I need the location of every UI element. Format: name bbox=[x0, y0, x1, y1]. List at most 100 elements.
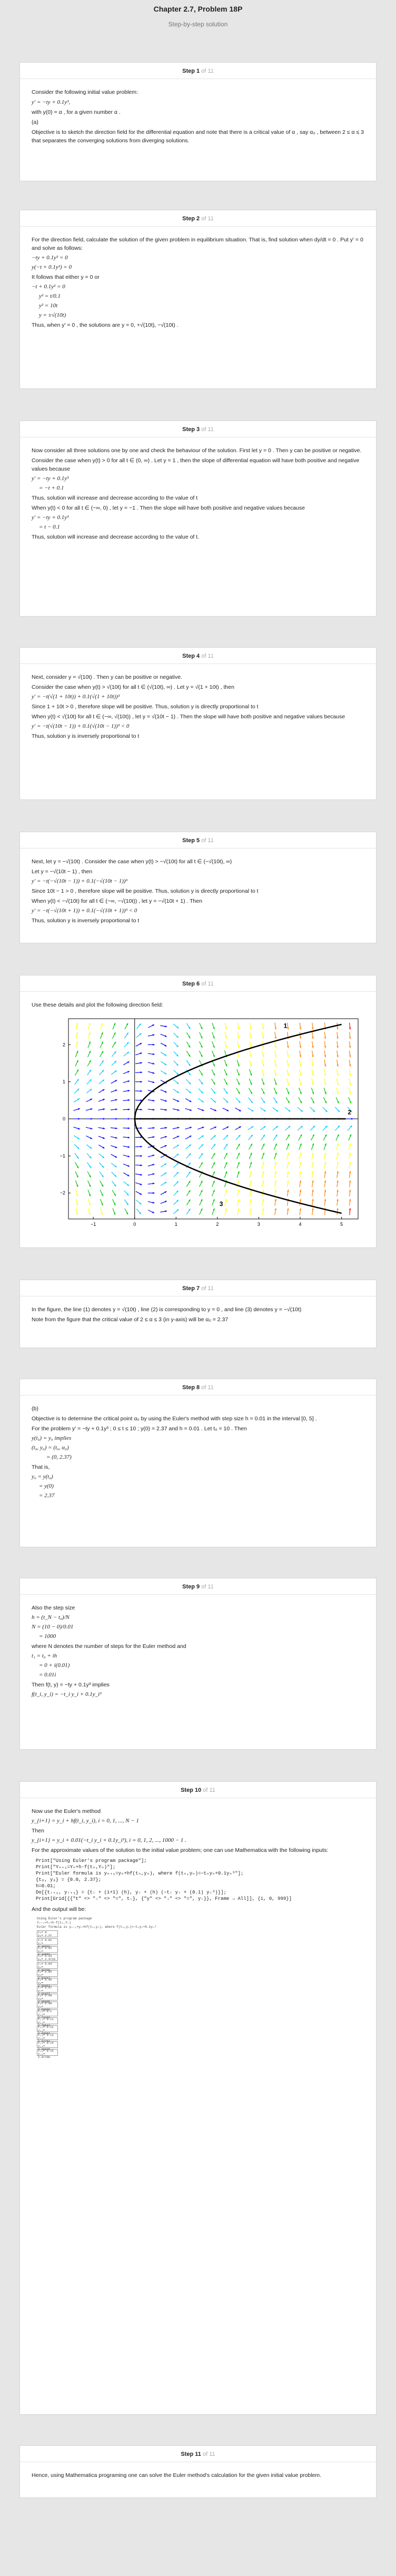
step-10-label: Step 10 bbox=[181, 1787, 202, 1793]
step-10-text-2: Then bbox=[32, 1828, 44, 1834]
field-arrowhead bbox=[189, 1135, 192, 1138]
field-arrowhead bbox=[312, 1037, 314, 1039]
field-arrowhead bbox=[324, 1153, 326, 1155]
step-7-text-2: Note from the figure that the critical v… bbox=[32, 1316, 229, 1323]
field-arrowhead bbox=[102, 1079, 104, 1082]
output-grid-box: t₁₅= 0.15 y₁₅= 2.97706 bbox=[37, 2049, 58, 2059]
output-grid-box: t₁₄= 0.14 y₁₄= 2.92628 bbox=[37, 2041, 58, 2051]
field-arrowhead bbox=[288, 1126, 291, 1128]
field-arrowhead bbox=[349, 1037, 351, 1039]
output-t-value: t₂= 0.02 bbox=[38, 1946, 52, 1950]
field-arrowhead bbox=[299, 1171, 302, 1174]
field-arrowhead bbox=[88, 1213, 91, 1215]
field-arrowhead bbox=[213, 1073, 215, 1076]
field-arrowhead bbox=[189, 1208, 191, 1211]
field-arrowhead bbox=[349, 1083, 351, 1085]
mathematica-output: Using Euler's program package Yₙ₊₁=Yₙ+h·… bbox=[37, 1917, 156, 2059]
field-arrowhead bbox=[152, 1024, 154, 1027]
output-t-value: t₉= 0.09 bbox=[38, 2002, 52, 2005]
field-arrowhead bbox=[275, 1153, 277, 1155]
field-arrowhead bbox=[114, 1051, 116, 1053]
field-arrowhead bbox=[152, 1136, 155, 1138]
field-arrowhead bbox=[214, 1109, 216, 1111]
output-y-value: y₁₅= 2.97706 bbox=[38, 2052, 51, 2059]
field-arrowhead bbox=[101, 1051, 104, 1053]
output-grid-box: t₅= 0.05 y₅= 2.54347 bbox=[37, 1970, 58, 1980]
field-arrowhead bbox=[188, 1055, 191, 1057]
field-arrowhead bbox=[90, 1127, 93, 1129]
field-arrowhead bbox=[262, 1055, 264, 1058]
field-arrowhead bbox=[287, 1189, 289, 1192]
x-tick-label: 2 bbox=[216, 1222, 219, 1227]
field-arrowhead bbox=[263, 1134, 265, 1137]
field-arrowhead bbox=[152, 1164, 155, 1166]
field-arrowhead bbox=[337, 1134, 339, 1137]
field-arrowhead bbox=[177, 1127, 180, 1129]
field-arrowhead bbox=[153, 1043, 155, 1046]
field-arrowhead bbox=[127, 1174, 130, 1176]
step-5-card: Step 5 of 11 Next, let y = −√(10t) . Con… bbox=[19, 832, 377, 943]
field-arrowhead bbox=[324, 1171, 326, 1173]
field-arrowhead bbox=[226, 1126, 229, 1128]
field-arrowhead bbox=[127, 1165, 130, 1167]
field-arrowhead bbox=[239, 1109, 241, 1111]
field-arrowhead bbox=[213, 1189, 215, 1192]
output-y-value: y₃= 2.4716 bbox=[38, 1957, 56, 1961]
step-8-text-1: Objective is to determine the critical p… bbox=[32, 1416, 317, 1422]
field-arrowhead bbox=[140, 1164, 143, 1166]
step-2-text: For the direction field, calculate the s… bbox=[32, 237, 363, 251]
field-arrowhead bbox=[262, 1171, 264, 1174]
field-arrowhead bbox=[140, 1193, 142, 1195]
step-2-card: Step 2 of 11 For the direction field, ca… bbox=[19, 210, 377, 389]
output-grid-box: t₉= 0.09 y₉= 2.69966 bbox=[37, 2002, 58, 2012]
field-arrowhead bbox=[140, 1183, 142, 1185]
output-t-value: t₆= 0.06 bbox=[38, 1978, 52, 1982]
field-arrowhead bbox=[262, 1180, 264, 1183]
field-arrowhead bbox=[324, 1037, 326, 1039]
field-arrowhead bbox=[349, 1153, 351, 1155]
field-arrowhead bbox=[349, 1046, 351, 1048]
field-arrowhead bbox=[140, 1071, 143, 1074]
field-arrowhead bbox=[287, 1143, 290, 1146]
step-11-label: Step 11 bbox=[181, 2451, 201, 2457]
field-arrowhead bbox=[214, 1135, 216, 1137]
field-arrowhead bbox=[324, 1074, 326, 1076]
field-arrowhead bbox=[126, 1203, 128, 1205]
field-arrowhead bbox=[324, 1198, 326, 1201]
step-11-text: Hence, using Mathematica programing one … bbox=[32, 2472, 322, 2479]
step-11-card: Step 11 of 11 Hence, using Mathematica p… bbox=[19, 2445, 377, 2498]
field-arrowhead bbox=[164, 1173, 167, 1175]
field-arrowhead bbox=[250, 1064, 252, 1067]
field-arrowhead bbox=[77, 1098, 80, 1100]
step-5-count: of 11 bbox=[201, 837, 214, 844]
code-line-5: h=0.01; bbox=[36, 1884, 56, 1889]
field-arrowhead bbox=[139, 1033, 142, 1036]
field-arrowhead bbox=[76, 1185, 78, 1187]
field-arrowhead bbox=[336, 1171, 339, 1173]
step-4-label: Step 4 bbox=[182, 653, 200, 659]
output-grid-box: t₇= 0.07 y₇= 2.61927 bbox=[37, 1986, 58, 1996]
y-tick-label: 2 bbox=[63, 1042, 65, 1047]
field-arrowhead bbox=[239, 1126, 241, 1128]
field-arrowhead bbox=[201, 1208, 203, 1211]
field-arrowhead bbox=[336, 1153, 339, 1155]
field-arrowhead bbox=[299, 1198, 302, 1201]
step-4-text-1: Next, consider y = √(10t) . Then y can b… bbox=[32, 674, 183, 680]
field-arrowhead bbox=[251, 1109, 254, 1111]
field-arrowhead bbox=[90, 1098, 93, 1101]
field-arrowhead bbox=[349, 1055, 351, 1058]
field-arrowhead bbox=[274, 1171, 277, 1174]
field-arrowhead bbox=[275, 1101, 278, 1104]
field-arrowhead bbox=[262, 1064, 264, 1067]
step-8-eq-1: y(t₀) = y₀ implies bbox=[32, 1435, 72, 1441]
field-arrowhead bbox=[312, 1046, 314, 1048]
step-4-eq-2: y′ = −t(√(10t − 1)) + 0.1(√(10t − 1))³ <… bbox=[32, 723, 130, 729]
output-y-value: y₁₂= 2.83062 bbox=[38, 2028, 51, 2035]
field-arrowhead bbox=[140, 1174, 142, 1176]
field-arrowhead bbox=[237, 1064, 240, 1067]
field-arrowhead bbox=[77, 1108, 80, 1110]
step-1-part-label: (a) bbox=[32, 119, 38, 125]
field-arrowhead bbox=[176, 1082, 179, 1084]
field-arrowhead bbox=[262, 1027, 264, 1030]
step-10-count: of 11 bbox=[203, 1787, 215, 1793]
